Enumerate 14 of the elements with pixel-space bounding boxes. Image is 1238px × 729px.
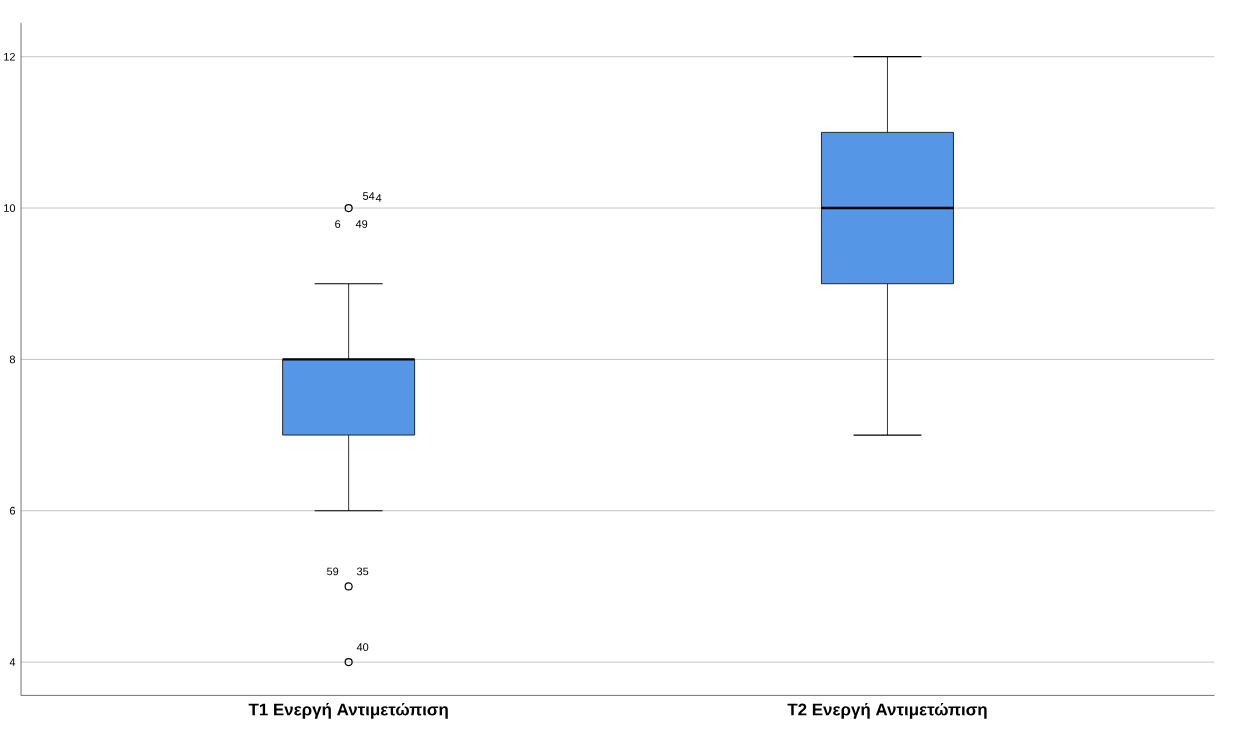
- y-tick-label: 8: [9, 355, 16, 364]
- annotation: 49: [355, 220, 368, 229]
- annotation: 59: [326, 567, 339, 576]
- x-tick-label: T2 Ενεργή Αντιμετώπιση: [787, 703, 987, 720]
- y-tick-label: 6: [9, 507, 16, 515]
- y-tick-label: 12: [4, 53, 15, 61]
- annotation: 6: [335, 220, 341, 229]
- y-tick-label: 10: [4, 204, 16, 213]
- annotation: 4: [375, 194, 382, 202]
- annotation: 54: [362, 192, 375, 201]
- y-tick-label: 4: [9, 658, 16, 667]
- annotation: 40: [356, 643, 369, 652]
- x-tick-label: T1 Ενεργή Αντιμετώπιση: [248, 703, 448, 720]
- annotation: 35: [356, 567, 369, 576]
